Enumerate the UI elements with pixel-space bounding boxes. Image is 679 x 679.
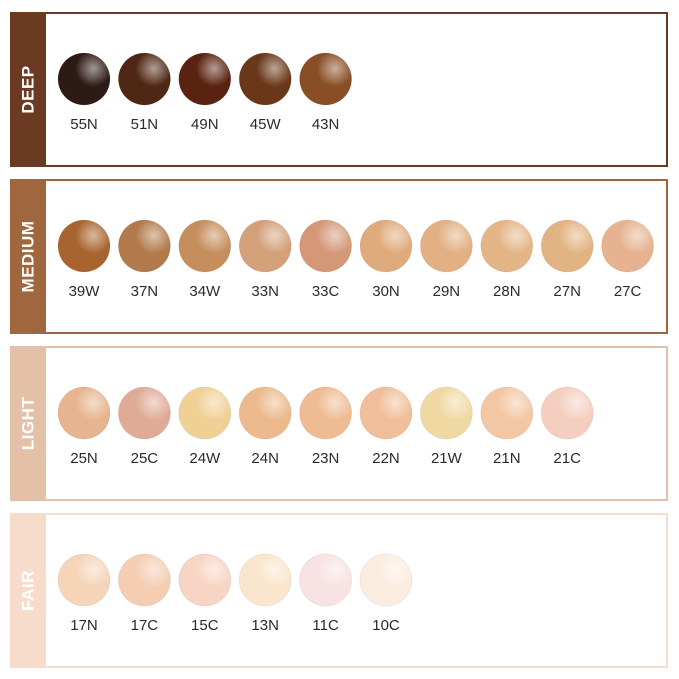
- shade-name: 25C: [131, 450, 159, 467]
- shade-name: 22N: [372, 450, 400, 467]
- shade-name: 13N: [251, 617, 279, 634]
- group-label: DEEP: [19, 65, 38, 113]
- shade-name: 21N: [493, 450, 521, 467]
- swatch-gloss: [239, 53, 292, 105]
- swatch-gloss: [58, 220, 110, 272]
- swatch-gloss: [480, 220, 533, 272]
- swatch-gloss: [541, 220, 594, 272]
- swatch-gloss: [299, 53, 352, 105]
- swatch-gloss: [118, 387, 171, 439]
- group-tab: [10, 179, 46, 334]
- shade-name: 17C: [131, 617, 159, 634]
- shade-name: 24N: [251, 450, 279, 467]
- swatch-gloss: [420, 387, 473, 439]
- swatch-gloss: [58, 53, 110, 105]
- shade-group: LIGHT 25N 25C 24W 24N 23N 22N 21W 21N 21C: [10, 346, 668, 501]
- group-tab: [10, 513, 46, 668]
- shade-group: FAIR 17N 17C 15C 13N 11C 10C: [10, 513, 668, 668]
- shade-group: MEDIUM 39W 37N 34W 33N 33C 30N 29N 28N 27N 27C: [10, 179, 668, 334]
- shade-name: 29N: [433, 283, 461, 300]
- shade-name: 34W: [189, 283, 221, 300]
- swatch-gloss: [118, 220, 171, 272]
- shade-name: 15C: [191, 617, 219, 634]
- shade-name: 21W: [431, 450, 463, 467]
- swatch-gloss: [360, 554, 412, 606]
- swatch-gloss: [178, 53, 231, 105]
- swatch-gloss: [239, 387, 292, 439]
- swatch-gloss: [360, 220, 412, 272]
- swatch-gloss: [480, 387, 533, 439]
- swatch-gloss: [601, 220, 654, 272]
- shade-name: 28N: [493, 283, 521, 300]
- group-label: MEDIUM: [19, 221, 38, 293]
- shade-name: 33C: [312, 283, 340, 300]
- shade-name: 10C: [372, 617, 400, 634]
- shade-name: 55N: [70, 116, 98, 133]
- shade-name: 24W: [189, 450, 221, 467]
- shade-name: 51N: [131, 116, 159, 133]
- swatch-gloss: [178, 220, 231, 272]
- shade-name: 21C: [553, 450, 581, 467]
- shade-name: 49N: [191, 116, 219, 133]
- swatch-gloss: [239, 554, 292, 606]
- shade-name: 45W: [250, 116, 282, 133]
- swatch-gloss: [118, 554, 171, 606]
- swatch-gloss: [239, 220, 292, 272]
- shade-name: 33N: [251, 283, 279, 300]
- shade-name: 11C: [312, 617, 339, 634]
- shade-name: 39W: [69, 283, 101, 300]
- shade-name: 27C: [614, 283, 642, 300]
- shade-name: 27N: [553, 283, 581, 300]
- swatch-gloss: [118, 53, 171, 105]
- swatch-gloss: [420, 220, 473, 272]
- shade-name: 43N: [312, 116, 340, 133]
- swatch-gloss: [299, 220, 352, 272]
- swatch-gloss: [178, 554, 231, 606]
- shade-name: 17N: [70, 617, 98, 634]
- swatch-gloss: [58, 554, 110, 606]
- group-tab: [10, 12, 46, 167]
- swatch-gloss: [178, 387, 231, 439]
- swatch-gloss: [299, 387, 352, 439]
- shade-group: DEEP 55N 51N 49N 45W 43N: [10, 12, 668, 167]
- group-label: FAIR: [19, 570, 38, 611]
- shade-name: 37N: [131, 283, 159, 300]
- group-tab: [10, 346, 46, 501]
- swatch-gloss: [360, 387, 412, 439]
- shade-name: 30N: [372, 283, 400, 300]
- swatch-gloss: [299, 554, 352, 606]
- shade-name: 25N: [70, 450, 98, 467]
- shade-name: 23N: [312, 450, 340, 467]
- group-label: LIGHT: [19, 397, 38, 451]
- swatch-gloss: [58, 387, 110, 439]
- swatch-gloss: [541, 387, 594, 439]
